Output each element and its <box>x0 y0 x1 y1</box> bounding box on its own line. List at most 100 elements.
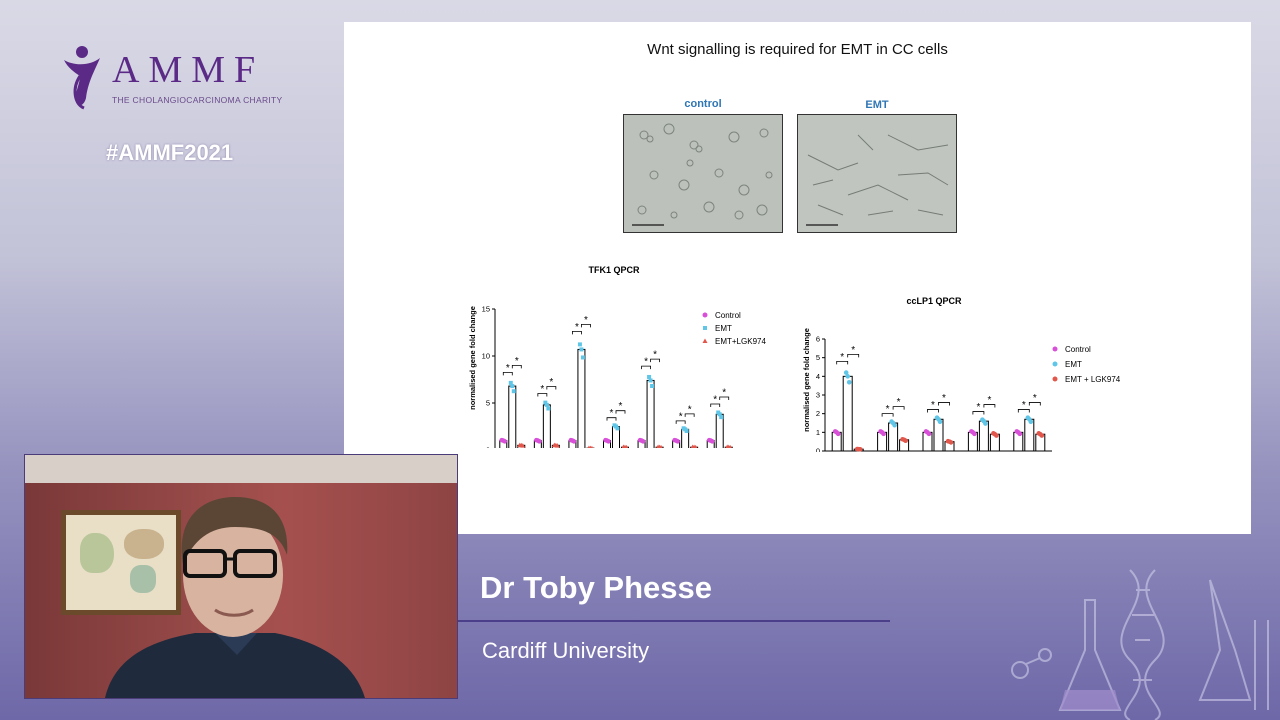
bar <box>1024 418 1035 452</box>
significance-star: * <box>610 408 614 419</box>
legend-marker <box>1052 361 1058 367</box>
data-point <box>709 439 715 444</box>
y-tick-label: 3 <box>816 391 820 400</box>
data-point <box>843 370 849 375</box>
data-point <box>615 426 620 431</box>
significance-bracket <box>1017 409 1030 413</box>
logo-text: AMMF <box>112 49 265 91</box>
data-point <box>937 419 943 425</box>
significance-star: * <box>619 401 623 412</box>
data-point <box>926 431 932 437</box>
event-hashtag: #AMMF2021 <box>106 140 234 165</box>
bar <box>978 420 989 452</box>
legend-entry: Control <box>1065 345 1091 354</box>
data-point <box>546 406 551 411</box>
y-tick-label: 5 <box>486 399 490 408</box>
significance-star: * <box>722 387 726 398</box>
y-tick-label: 15 <box>482 305 490 314</box>
significance-star: * <box>1022 400 1026 411</box>
data-point <box>684 428 689 433</box>
significance-bracket <box>710 403 721 407</box>
chart-title: ccLP1 QPCR <box>906 296 962 306</box>
y-tick-label: 0 <box>486 446 490 449</box>
data-point <box>881 431 886 437</box>
chart-title: TFK1 QPCR <box>588 265 640 275</box>
significance-bracket <box>675 420 686 424</box>
data-point <box>948 440 954 445</box>
ammf-logo-icon <box>64 46 100 110</box>
data-point <box>647 374 652 379</box>
y-tick-label: 2 <box>816 409 820 418</box>
legend-marker <box>702 312 708 318</box>
micrograph-control <box>623 114 783 233</box>
significance-bracket <box>615 410 626 414</box>
y-tick-label: 0 <box>816 447 820 453</box>
data-point <box>624 444 629 448</box>
data-point <box>1017 431 1023 437</box>
significance-star: * <box>987 395 991 406</box>
legend-entry: Control <box>715 311 741 320</box>
significance-star: * <box>653 350 657 361</box>
data-point <box>537 439 542 444</box>
chart-tfk1-qpcr: TFK1 QPCR normalised gene fold change 0 5… <box>468 265 766 449</box>
data-point <box>972 431 977 437</box>
y-tick-label: 1 <box>816 428 820 437</box>
significance-bracket <box>972 411 985 415</box>
significance-star: * <box>540 384 544 395</box>
bar <box>888 422 899 452</box>
data-point <box>648 378 653 383</box>
science-decoration-icon <box>1011 569 1269 720</box>
micrograph-emt <box>797 114 957 233</box>
significance-star: * <box>688 404 692 415</box>
data-point <box>544 402 549 407</box>
bar <box>542 404 551 448</box>
data-point <box>728 444 732 448</box>
significance-bracket <box>1028 402 1041 406</box>
legend-entry: EMT+LGK974 <box>715 337 766 346</box>
data-point <box>892 422 897 428</box>
significance-star: * <box>886 404 890 415</box>
legend-entry: EMT <box>715 324 732 333</box>
data-point <box>983 421 988 426</box>
data-point <box>846 380 852 385</box>
data-point <box>719 415 724 420</box>
video-ceiling <box>25 455 457 483</box>
significance-bracket <box>537 393 548 397</box>
bar <box>842 375 853 452</box>
data-point <box>693 444 698 448</box>
logo-subtitle: THE CHOLANGIOCARCINOMA CHARITY <box>112 95 283 105</box>
significance-star: * <box>942 393 946 404</box>
significance-star: * <box>679 411 683 422</box>
data-point <box>590 445 594 448</box>
legend-marker <box>702 338 708 343</box>
data-point <box>577 342 582 347</box>
data-point <box>717 412 722 417</box>
speaker-person-icon <box>105 497 365 698</box>
significance-bracket <box>719 396 730 400</box>
significance-star: * <box>1033 393 1037 404</box>
significance-star: * <box>897 397 901 408</box>
significance-star: * <box>840 352 844 363</box>
significance-star: * <box>931 400 935 411</box>
significance-bracket <box>581 323 591 328</box>
significance-bracket <box>572 330 582 335</box>
significance-bracket <box>836 360 849 365</box>
significance-bracket <box>881 413 894 417</box>
bar <box>933 418 944 452</box>
significance-star: * <box>644 357 648 368</box>
significance-star: * <box>515 356 519 367</box>
data-point <box>845 374 850 379</box>
micrograph-label-control: control <box>684 98 722 110</box>
data-point <box>650 384 655 389</box>
chart-cclp1-qpcr: ccLP1 QPCR normalised gene fold change 0… <box>802 296 1121 453</box>
y-tick-label: 6 <box>816 335 820 344</box>
micrograph-label-emt: EMT <box>865 99 889 111</box>
data-point <box>903 438 908 443</box>
legend-entry: EMT + LGK974 <box>1065 375 1121 384</box>
data-point <box>994 433 999 438</box>
significance-bracket <box>546 386 557 390</box>
bar <box>715 413 724 448</box>
bar <box>577 348 586 448</box>
y-tick-label: 4 <box>816 372 820 381</box>
presentation-slide: Wnt signalling is required for EMT in CC… <box>344 22 1251 534</box>
